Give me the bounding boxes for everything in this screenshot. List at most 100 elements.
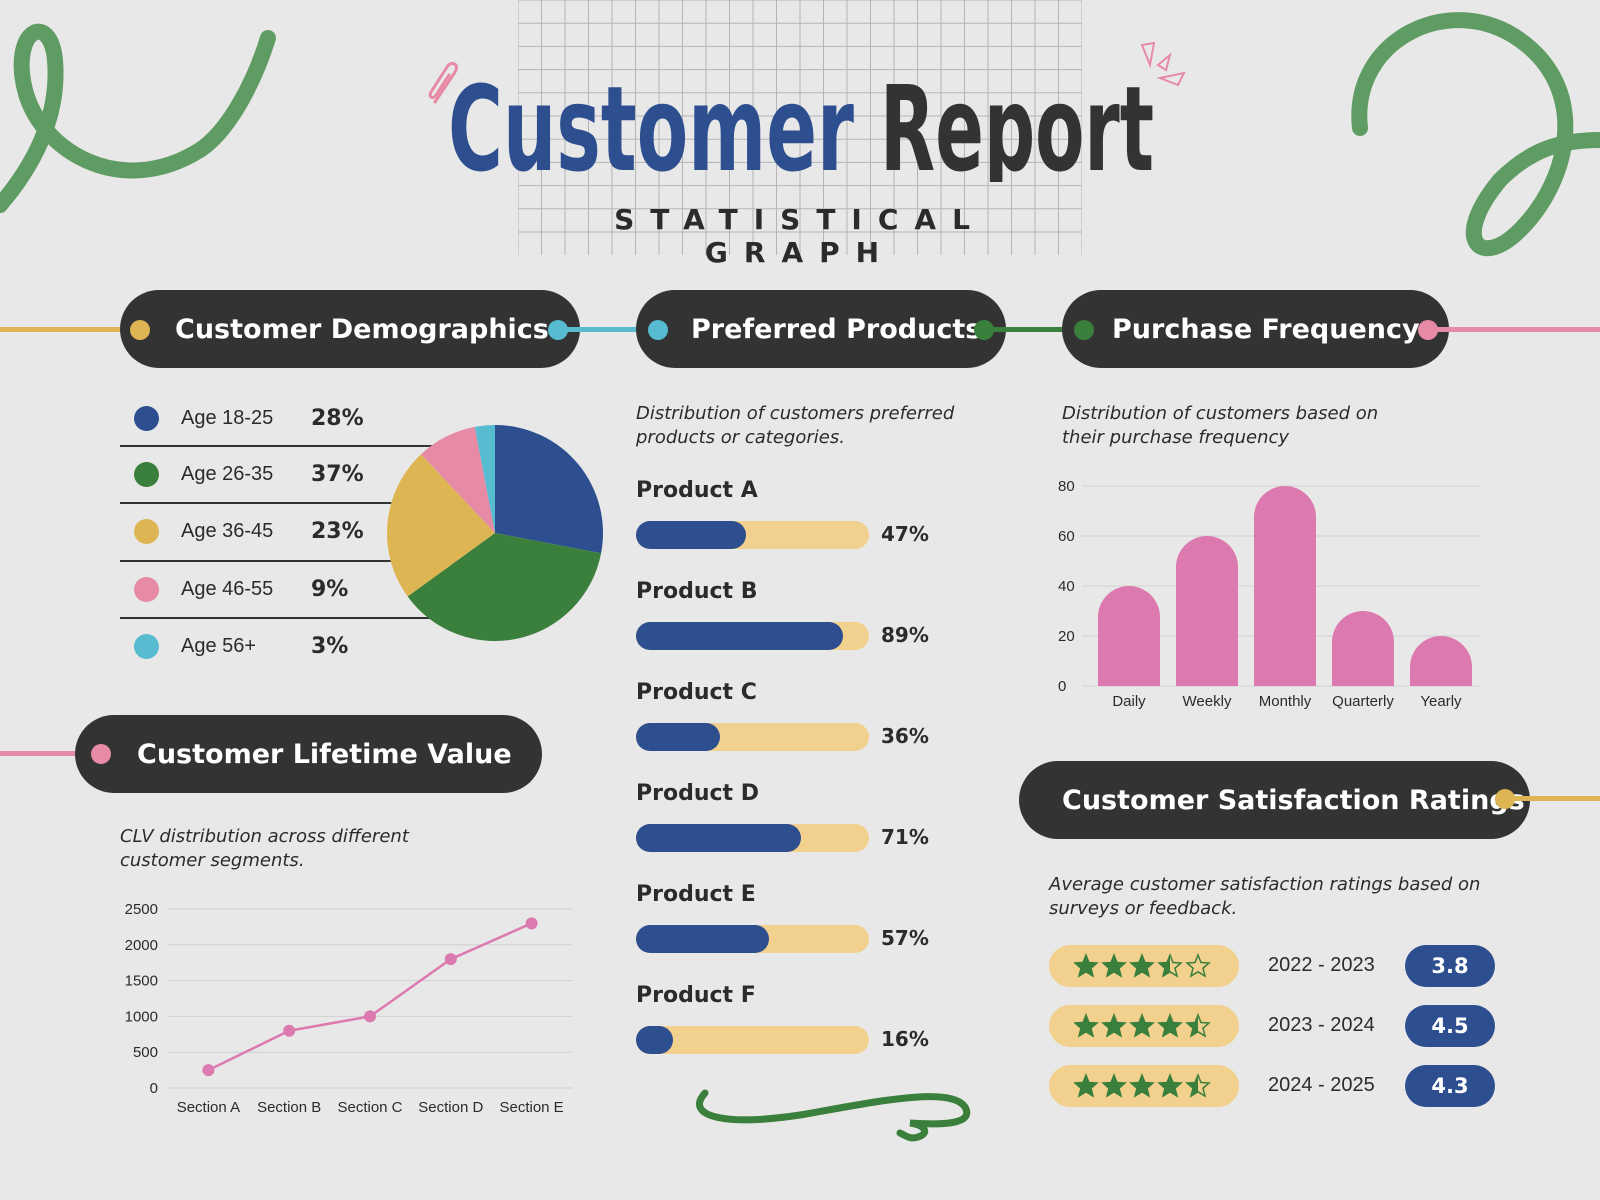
- y-tick-label: 0: [150, 1080, 158, 1097]
- legend-label: Age 36-45: [181, 519, 274, 542]
- y-tick-label: 0: [1058, 678, 1066, 695]
- product-bar-fill: [636, 925, 769, 953]
- product-percent: 16%: [881, 1027, 929, 1051]
- products-title: Preferred Products: [691, 313, 982, 345]
- product-bar-track: [636, 521, 869, 549]
- product-bar-track: [636, 622, 869, 650]
- y-tick-label: 2500: [125, 901, 158, 918]
- frequency-bar: [1410, 636, 1472, 686]
- legend-dot: [134, 405, 159, 431]
- legend-row: Age 36-45 23%: [120, 503, 450, 559]
- product-name: Product B: [636, 579, 758, 604]
- x-tick-label: Section E: [499, 1099, 563, 1116]
- frequency-bar-chart: 0 20 40 60 80 Daily Weekly Monthly Quarterly Year…: [1058, 478, 1480, 710]
- product-bar-fill: [636, 622, 844, 650]
- pie-slice: [421, 426, 495, 533]
- y-tick-label: 500: [133, 1044, 158, 1061]
- x-tick-label: Section D: [418, 1099, 483, 1116]
- legend-divider: [120, 560, 420, 562]
- product-bar-track: [636, 925, 869, 953]
- star-icon: [1129, 1012, 1155, 1038]
- star-icon: [1101, 952, 1127, 978]
- clv-point: [364, 1010, 376, 1023]
- x-tick-label: Section A: [177, 1099, 240, 1116]
- frequency-left-dot: [1074, 320, 1094, 340]
- products-left-dot: [648, 320, 668, 340]
- product-bar-fill: [636, 723, 720, 751]
- products-header: Preferred Products: [636, 290, 1006, 368]
- star-icon: [1074, 1072, 1099, 1098]
- y-tick-label: 20: [1058, 628, 1075, 645]
- product-name: Product E: [636, 882, 756, 907]
- demographics-title: Customer Demographics: [175, 313, 549, 345]
- legend-divider: [120, 617, 430, 619]
- star-icon: [1129, 952, 1155, 978]
- product-percent: 47%: [881, 522, 929, 546]
- legend-divider: [120, 445, 450, 447]
- y-tick-label: 80: [1058, 478, 1075, 495]
- product-bar-track: [636, 824, 869, 852]
- star-icon: [1074, 1012, 1099, 1038]
- connector-line-yellow: [0, 327, 140, 332]
- frequency-right-dot: [1418, 320, 1438, 340]
- product-name: Product D: [636, 781, 759, 806]
- clv-line-chart: 0 500 1000 1500 2000 2500 Section A Section B Se…: [125, 901, 572, 1116]
- clv-header: Customer Lifetime Value: [75, 715, 542, 793]
- product-percent: 36%: [881, 724, 929, 748]
- demographics-left-dot: [130, 320, 150, 340]
- star-icon: [1074, 952, 1099, 978]
- x-tick-label: Section C: [337, 1099, 402, 1116]
- rating-period: 2024 - 2025: [1268, 1074, 1375, 1096]
- clv-point: [283, 1024, 296, 1037]
- legend-value: 23%: [311, 518, 364, 544]
- connector-line-pink: [1430, 327, 1600, 332]
- legend-label: Age 56+: [181, 634, 257, 657]
- satisfaction-header: Customer Satisfaction Ratings: [1019, 761, 1530, 839]
- star-icon: [1185, 952, 1211, 978]
- rating-value-badge: 4.5: [1405, 1005, 1495, 1047]
- frequency-bar: [1332, 611, 1394, 686]
- legend-row: Age 56+ 3%: [120, 618, 450, 674]
- pie-slice: [407, 533, 602, 641]
- y-tick-label: 40: [1058, 578, 1075, 595]
- y-tick-label: 1000: [125, 1008, 158, 1025]
- legend-value: 37%: [311, 461, 364, 487]
- satisfaction-right-dot: [1495, 789, 1515, 809]
- clv-left-dot: [91, 744, 111, 764]
- connector-line-pink-left: [0, 751, 100, 756]
- legend-dot: [134, 576, 159, 602]
- products-right-dot: [974, 320, 994, 340]
- pie-slice: [474, 425, 495, 533]
- legend-label: Age 26-35: [181, 462, 274, 485]
- legend-value: 3%: [311, 633, 349, 659]
- products-description: Distribution of customers preferred prod…: [636, 403, 955, 448]
- x-tick-label: Weekly: [1183, 693, 1232, 710]
- clv-point: [444, 953, 457, 966]
- rating-period: 2022 - 2023: [1268, 954, 1375, 976]
- star-icon: [1157, 1072, 1183, 1098]
- star-icon: [1101, 1072, 1127, 1098]
- title-part2: Report: [880, 62, 1154, 182]
- demographics-header: Customer Demographics: [120, 290, 580, 368]
- legend-row: Age 46-55 9%: [120, 561, 450, 617]
- legend-label: Age 46-55: [181, 577, 274, 600]
- frequency-description: Distribution of customers based on their…: [1062, 403, 1379, 448]
- legend-row: Age 26-35 37%: [120, 446, 450, 502]
- x-tick-label: Quarterly: [1332, 693, 1394, 710]
- clv-point: [525, 917, 538, 930]
- x-tick-label: Monthly: [1259, 693, 1312, 710]
- star-icon: [1185, 1072, 1211, 1098]
- frequency-title: Purchase Frequency: [1112, 313, 1420, 345]
- legend-dot: [134, 461, 159, 487]
- product-bar-fill: [636, 824, 802, 852]
- satisfaction-title: Customer Satisfaction Ratings: [1062, 784, 1525, 816]
- satisfaction-description: Average customer satisfaction ratings ba…: [1049, 874, 1481, 919]
- product-bar-track: [636, 723, 869, 751]
- y-tick-label: 1500: [125, 973, 158, 990]
- demographics-pie-chart: [387, 425, 603, 641]
- product-name: Product F: [636, 983, 756, 1008]
- y-tick-label: 2000: [125, 937, 158, 954]
- sparkle-icon: [1140, 41, 1186, 87]
- product-percent: 89%: [881, 623, 929, 647]
- pie-slice: [495, 425, 603, 554]
